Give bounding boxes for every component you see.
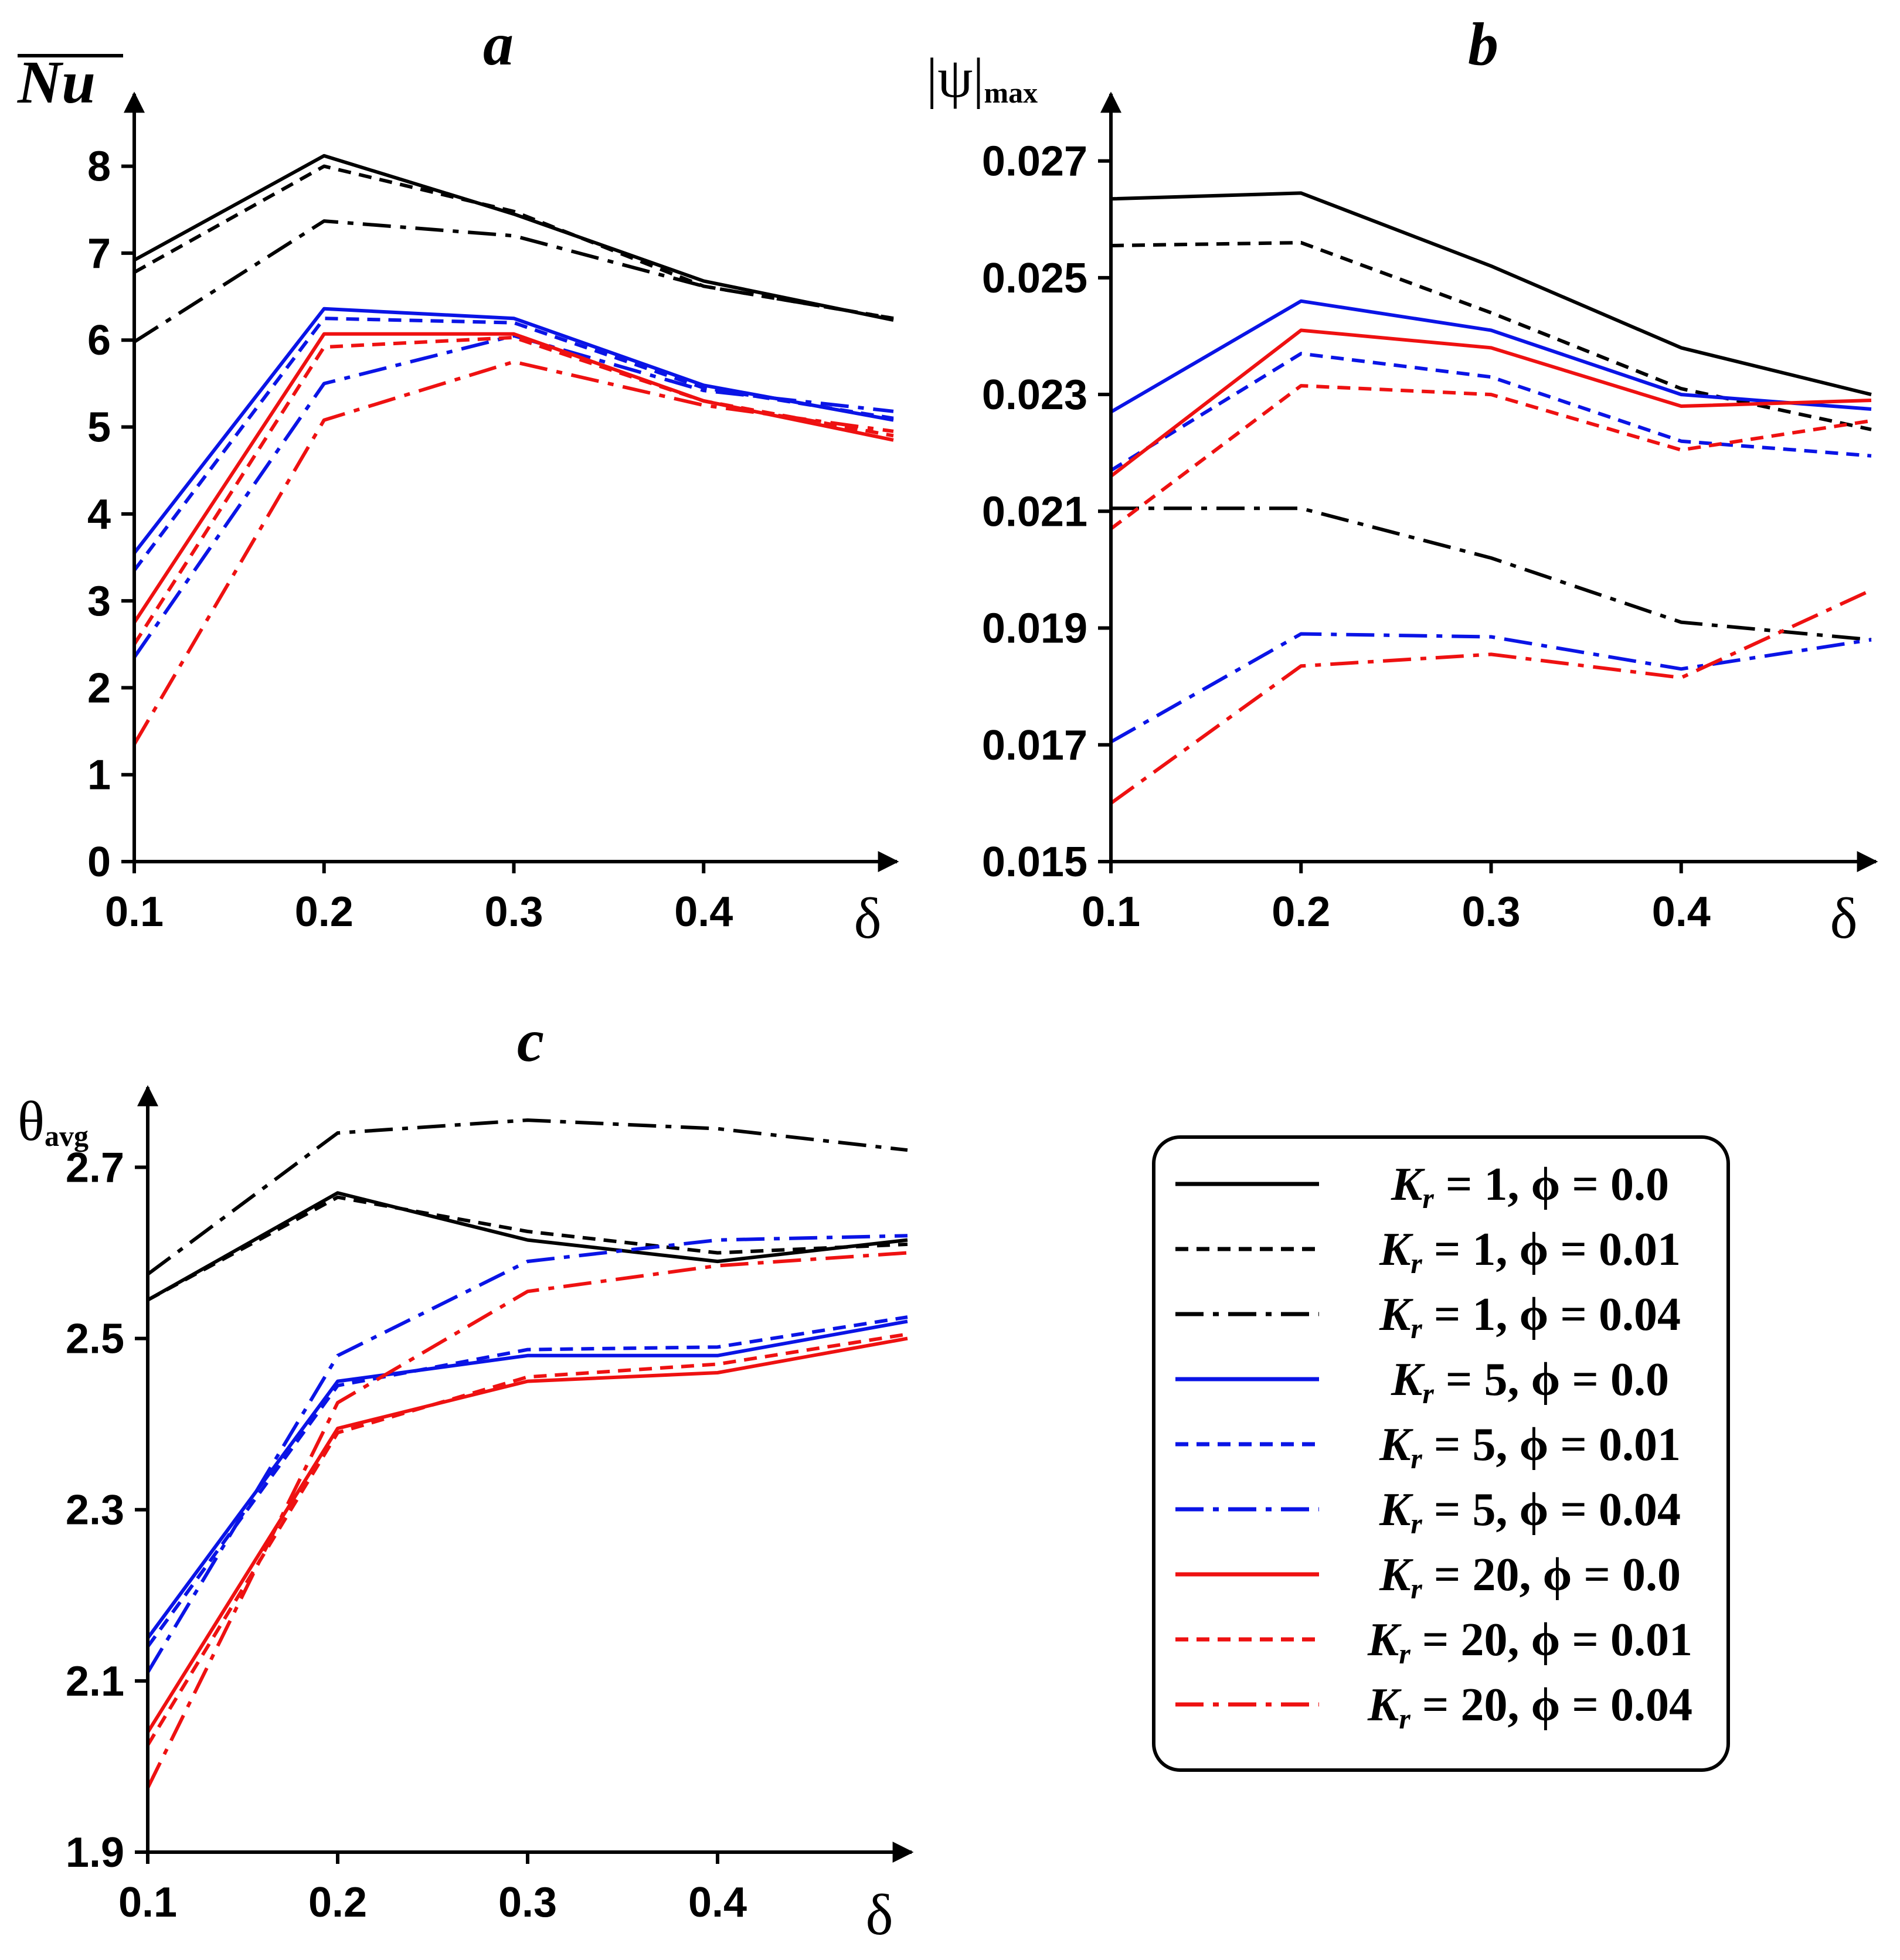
x-tick-label-a: 0.4	[674, 889, 733, 935]
x-tick-label-a: 0.1	[105, 889, 164, 935]
series-line-c-1	[147, 1191, 908, 1302]
series-line-b-9	[1110, 588, 1872, 805]
x-tick-label-b: 0.4	[1652, 889, 1711, 935]
y-tick-label-a: 5	[87, 404, 111, 451]
panel-title-b: b	[1468, 11, 1498, 78]
y-axis-label-b: |ψ|max	[926, 46, 1038, 109]
series-line-a-8	[132, 335, 894, 645]
legend-label-5: Kr = 5, ϕ = 0.01	[1379, 1419, 1681, 1475]
series-line-c-6	[146, 1234, 908, 1673]
x-tick-label-a: 0.3	[484, 889, 543, 935]
y-tick-label-b: 0.027	[982, 138, 1087, 185]
y-tick-label-a: 7	[87, 230, 111, 277]
y-axis-label-a: Nu	[17, 49, 96, 116]
series-line-a-6	[132, 334, 894, 659]
y-axis-label-c: θavg	[18, 1090, 89, 1152]
legend: Kr = 1, ϕ = 0.0 Kr = 1, ϕ = 0.01 Kr = 1, ϕ…	[1152, 1135, 1730, 1772]
series-line-a-9	[132, 360, 894, 746]
legend-label-1: Kr = 1, ϕ = 0.0	[1391, 1159, 1669, 1214]
x-tick-label-b: 0.3	[1461, 889, 1520, 935]
y-tick-label-b: 0.017	[982, 722, 1087, 769]
y-tick-label-a: 1	[87, 752, 111, 799]
legend-box	[1152, 1135, 1730, 1772]
series-line-b-8	[1110, 384, 1872, 530]
panel-c: 1.9 2.1 2.3 2.5 2.7 0.1 0.2 0.3 0.4 δ c θavg	[18, 1007, 914, 1947]
series-line-c-8	[146, 1332, 908, 1746]
x-axis-label-c: δ	[865, 1882, 893, 1947]
series-line-a-1	[133, 154, 894, 322]
series-line-a-7	[132, 332, 894, 624]
y-tick-label-b: 0.023	[982, 372, 1087, 418]
y-tick-label-a: 0	[87, 839, 111, 886]
series-line-b-2	[1110, 241, 1872, 431]
series-line-a-4	[132, 307, 894, 554]
series-line-b-7	[1110, 328, 1872, 478]
panel-title-a: a	[483, 11, 514, 78]
y-tick-label-c: 1.9	[66, 1829, 124, 1876]
series-line-b-5	[1110, 352, 1872, 472]
series-line-c-3	[147, 1118, 908, 1276]
y-tick-label-b: 0.021	[982, 488, 1087, 535]
legend-label-2: Kr = 1, ϕ = 0.01	[1379, 1224, 1681, 1280]
y-tick-label-b: 0.019	[982, 605, 1087, 652]
panel-title-c: c	[517, 1007, 544, 1074]
y-tick-label-b: 0.025	[982, 255, 1087, 302]
legend-label-4: Kr = 5, ϕ = 0.0	[1391, 1354, 1669, 1410]
y-tick-label-c: 2.1	[66, 1658, 124, 1705]
legend-label-9: Kr = 20, ϕ = 0.04	[1367, 1679, 1692, 1735]
x-axis-label-b: δ	[1830, 886, 1857, 951]
panel-b: 0.015 0.017 0.019 0.021 0.023 0.025 0.027 0.1 0.…	[926, 11, 1878, 951]
y-tick-label-c: 2.3	[66, 1487, 124, 1534]
y-tick-label-c: 2.5	[66, 1316, 124, 1363]
x-tick-label-a: 0.2	[295, 889, 354, 935]
y-tick-label-c: 2.7	[66, 1144, 124, 1191]
y-tick-label-a: 4	[87, 491, 111, 538]
y-tick-label-a: 8	[87, 144, 111, 190]
legend-label-7: Kr = 20, ϕ = 0.0	[1379, 1549, 1681, 1605]
legend-label-8: Kr = 20, ϕ = 0.01	[1367, 1614, 1692, 1670]
x-tick-label-c: 0.4	[688, 1879, 747, 1926]
series-line-b-1	[1110, 191, 1872, 397]
y-tick-label-a: 2	[87, 665, 111, 712]
x-tick-label-c: 0.2	[308, 1879, 367, 1926]
series-line-c-9	[146, 1251, 908, 1789]
x-tick-label-c: 0.1	[118, 1879, 177, 1926]
panel-a: 0 1 2 3 4 5 6 7 8 0.1 0.2 0.3 0.4 δ a Nu	[17, 11, 899, 951]
x-axis-label-a: δ	[854, 886, 881, 951]
series-line-b-6	[1110, 632, 1872, 744]
series-line-b-4	[1110, 299, 1872, 414]
legend-label-3: Kr = 1, ϕ = 0.04	[1379, 1289, 1681, 1345]
series-line-c-7	[146, 1336, 908, 1734]
y-tick-label-b: 0.015	[982, 839, 1087, 886]
y-tick-label-a: 6	[87, 317, 111, 364]
series-line-a-3	[133, 219, 894, 343]
legend-label-6: Kr = 5, ϕ = 0.04	[1379, 1484, 1681, 1540]
series-line-c-4	[146, 1319, 908, 1639]
x-tick-label-c: 0.3	[498, 1879, 557, 1926]
series-line-b-3	[1111, 506, 1872, 642]
series-line-a-5	[132, 317, 894, 572]
series-line-c-2	[147, 1195, 908, 1302]
x-tick-label-b: 0.2	[1272, 889, 1330, 935]
x-tick-label-b: 0.1	[1082, 889, 1140, 935]
y-tick-label-a: 3	[87, 578, 111, 625]
series-line-c-5	[146, 1315, 908, 1648]
